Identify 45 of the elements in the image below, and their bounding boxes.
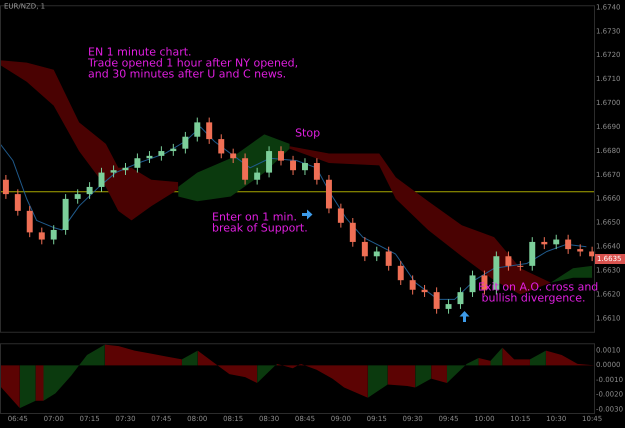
annotation: Enter on 1 min. break of Support. <box>212 210 308 234</box>
candlestick <box>457 286 464 310</box>
candlestick <box>254 167 260 186</box>
candlestick <box>517 260 524 272</box>
candlestick <box>541 236 548 250</box>
candlestick <box>350 218 356 248</box>
candlestick <box>529 236 536 272</box>
candlestick <box>98 167 104 192</box>
candlestick <box>565 234 572 254</box>
candlestick <box>374 246 380 262</box>
candlestick <box>338 203 344 228</box>
candlestick <box>470 270 476 298</box>
candlestick <box>182 131 188 154</box>
candlestick <box>553 234 560 250</box>
candlestick <box>110 164 117 178</box>
candlestick <box>194 117 200 142</box>
candlestick <box>26 206 33 238</box>
candlestick <box>2 174 9 200</box>
candlestick <box>218 134 224 159</box>
candlestick <box>362 236 368 262</box>
candlestick <box>14 188 21 216</box>
candlestick <box>505 251 512 272</box>
candlestick <box>266 146 272 178</box>
annotation: Stop <box>295 126 320 140</box>
candlestick <box>398 260 404 286</box>
candlestick <box>410 274 416 296</box>
candlestick <box>278 146 284 166</box>
candlestick <box>290 155 296 176</box>
candlestick <box>86 182 93 200</box>
candlestick <box>158 146 164 162</box>
candlestick <box>74 188 81 204</box>
candlestick <box>50 224 57 245</box>
candlestick <box>446 298 452 314</box>
candlestick <box>434 286 440 314</box>
annotation: EN 1 minute chart. Trade opened 1 hour after NY opened, and 30 minutes after U and C news. <box>87 45 298 80</box>
candlestick <box>242 152 248 186</box>
candlestick <box>38 227 45 245</box>
candlestick <box>386 246 392 272</box>
candlestick <box>302 158 308 176</box>
candlestick <box>314 158 320 186</box>
candlestick <box>134 152 140 174</box>
candlestick <box>206 117 212 144</box>
candlestick <box>577 244 584 257</box>
candlestick <box>230 148 236 164</box>
candlestick <box>170 143 176 156</box>
